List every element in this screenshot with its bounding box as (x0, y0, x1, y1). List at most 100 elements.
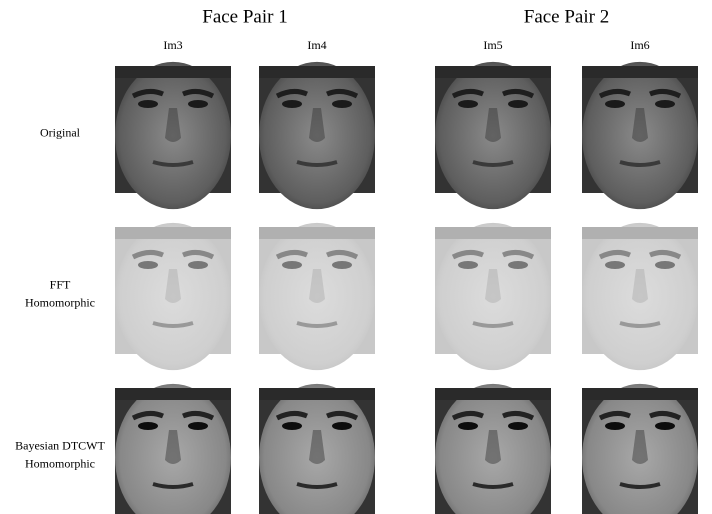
eyebrow (326, 410, 359, 421)
mouth (619, 482, 661, 489)
eye (138, 100, 158, 108)
nose (165, 430, 181, 464)
hair (115, 66, 231, 78)
eye (188, 261, 208, 269)
eye (605, 422, 625, 430)
hair (435, 227, 551, 239)
eye (508, 422, 528, 430)
face (435, 61, 551, 210)
face-image (259, 61, 375, 210)
eyebrow (275, 410, 308, 421)
group-title: Face Pair 1 (202, 6, 287, 27)
hair (435, 66, 551, 78)
eye (282, 100, 302, 108)
hair (115, 388, 231, 400)
mouth (619, 321, 661, 328)
eyebrow (502, 249, 535, 260)
eyebrow (502, 410, 535, 421)
eyebrow (182, 249, 215, 260)
eye (508, 100, 528, 108)
nose (165, 108, 181, 142)
column-label: Im6 (630, 38, 649, 52)
face (115, 222, 231, 371)
eyebrow (275, 249, 308, 260)
eyebrow (649, 88, 682, 99)
mouth (472, 160, 514, 167)
eye (282, 261, 302, 269)
eye (282, 422, 302, 430)
eye (332, 100, 352, 108)
eye (655, 422, 675, 430)
eyebrow (131, 410, 164, 421)
eye (655, 261, 675, 269)
eyebrow (326, 88, 359, 99)
eye (458, 261, 478, 269)
eyebrow (451, 410, 484, 421)
row-label: Homomorphic (25, 456, 95, 470)
mouth (472, 482, 514, 489)
face-image (115, 222, 231, 371)
row-label: Original (40, 125, 81, 139)
face (582, 222, 698, 371)
eyebrow (598, 410, 631, 421)
nose (632, 269, 648, 303)
face-image (259, 222, 375, 371)
eyebrow (131, 249, 164, 260)
eye (188, 422, 208, 430)
hair (259, 227, 375, 239)
nose (632, 108, 648, 142)
hair (582, 388, 698, 400)
face-image (115, 61, 231, 210)
mouth (296, 321, 338, 328)
hair (259, 66, 375, 78)
face-image (582, 383, 698, 514)
eyebrow (326, 249, 359, 260)
nose (309, 430, 325, 464)
eye (458, 422, 478, 430)
eye (332, 261, 352, 269)
nose (485, 108, 501, 142)
eyebrow (131, 88, 164, 99)
face-image (582, 222, 698, 371)
nose (309, 269, 325, 303)
eyebrow (598, 249, 631, 260)
face (259, 222, 375, 371)
column-label: Im3 (163, 38, 182, 52)
eye (138, 261, 158, 269)
face-image (435, 61, 551, 210)
eye (655, 100, 675, 108)
face-image (435, 222, 551, 371)
eyebrow (182, 88, 215, 99)
eye (508, 261, 528, 269)
column-label: Im4 (307, 38, 326, 52)
mouth (152, 321, 194, 328)
face-image (582, 61, 698, 210)
nose (485, 430, 501, 464)
eyebrow (451, 88, 484, 99)
face-image (115, 383, 231, 514)
eye (458, 100, 478, 108)
eyebrow (649, 410, 682, 421)
nose (485, 269, 501, 303)
column-label: Im5 (483, 38, 502, 52)
eyebrow (182, 410, 215, 421)
eyebrow (598, 88, 631, 99)
mouth (619, 160, 661, 167)
mouth (152, 482, 194, 489)
group-title: Face Pair 2 (524, 6, 609, 27)
face-image (259, 383, 375, 514)
hair (115, 227, 231, 239)
row-label: Homomorphic (25, 295, 95, 309)
eye (605, 100, 625, 108)
face (115, 61, 231, 210)
hair (259, 388, 375, 400)
eye (332, 422, 352, 430)
mouth (472, 321, 514, 328)
eye (188, 100, 208, 108)
eyebrow (502, 88, 535, 99)
eye (138, 422, 158, 430)
hair (435, 388, 551, 400)
eyebrow (275, 88, 308, 99)
eyebrow (451, 249, 484, 260)
